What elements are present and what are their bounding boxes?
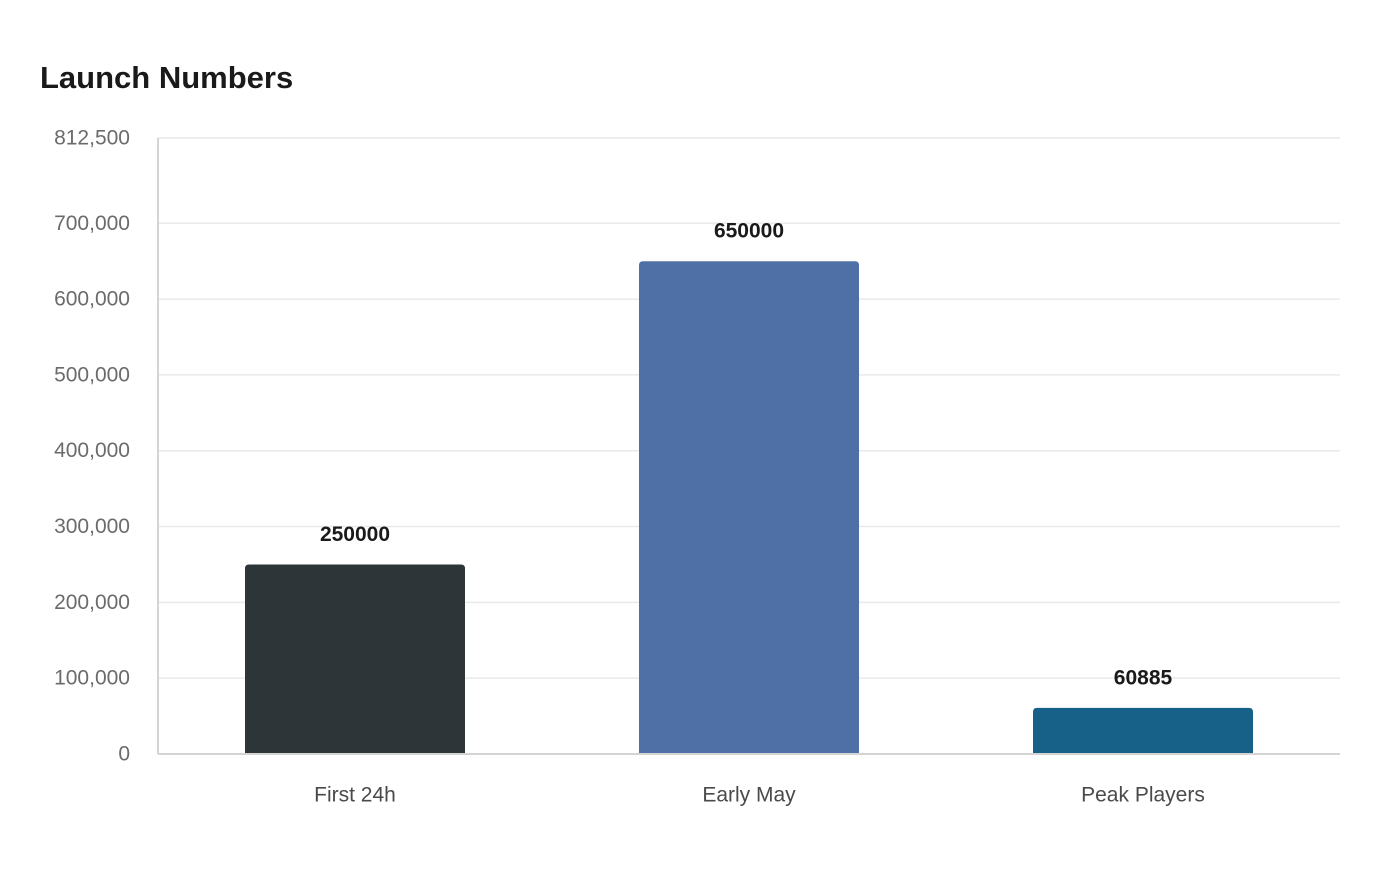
y-tick-label: 100,000 [54,667,130,690]
y-tick-label: 700,000 [54,212,130,235]
y-tick-label: 600,000 [54,288,130,311]
x-category-label: Early May [702,784,796,807]
y-tick-label: 0 [118,743,130,766]
y-tick-label: 300,000 [54,515,130,538]
x-category-label: Peak Players [1081,784,1205,807]
chart-title: Launch Numbers [40,60,294,95]
y-tick-label: 812,500 [54,127,130,150]
y-tick-label: 500,000 [54,363,130,386]
bar-value-label: 650000 [714,220,784,243]
y-tick-label: 200,000 [54,591,130,614]
bar [639,261,859,754]
label-layer: 0 100,000 200,000 300,000 400,000 500,000 600,… [54,127,1205,807]
x-category-label: First 24h [314,784,396,807]
y-tick-label: 400,000 [54,439,130,462]
bar-value-label: 250000 [320,523,390,546]
bar-layer [245,261,1253,754]
bar [1033,707,1253,754]
bar [245,564,465,754]
bar-value-label: 60885 [1114,666,1173,689]
axis-layer [157,138,1340,755]
